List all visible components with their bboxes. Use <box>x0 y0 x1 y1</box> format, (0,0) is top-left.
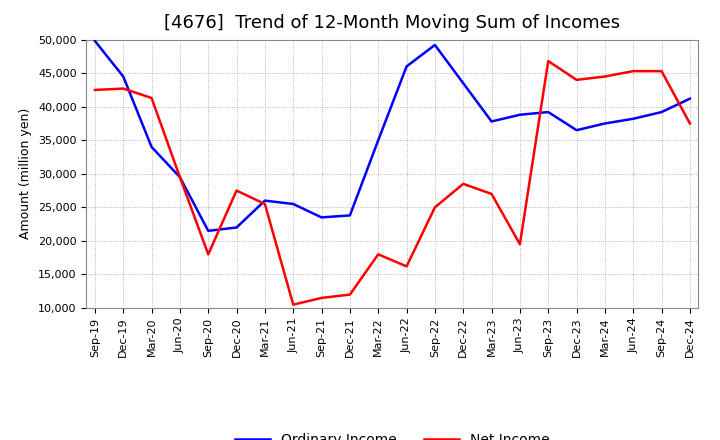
Net Income <box>487 191 496 197</box>
Ordinary Income <box>685 96 694 101</box>
Ordinary Income <box>431 42 439 48</box>
Ordinary Income <box>629 116 637 121</box>
Ordinary Income <box>459 81 467 86</box>
Net Income <box>233 188 241 193</box>
Ordinary Income <box>119 74 127 79</box>
Ordinary Income <box>176 175 184 180</box>
Ordinary Income <box>487 119 496 124</box>
Net Income <box>261 202 269 207</box>
Ordinary Income <box>148 144 156 150</box>
Ordinary Income <box>600 121 609 126</box>
Ordinary Income <box>318 215 326 220</box>
Net Income <box>91 87 99 92</box>
Ordinary Income <box>233 225 241 230</box>
Ordinary Income <box>544 110 552 115</box>
Ordinary Income <box>572 128 581 133</box>
Net Income <box>346 292 354 297</box>
Net Income <box>572 77 581 82</box>
Line: Net Income: Net Income <box>95 61 690 304</box>
Net Income <box>544 59 552 64</box>
Line: Ordinary Income: Ordinary Income <box>95 41 690 231</box>
Net Income <box>431 205 439 210</box>
Net Income <box>204 252 212 257</box>
Y-axis label: Amount (million yen): Amount (million yen) <box>19 108 32 239</box>
Ordinary Income <box>374 138 382 143</box>
Net Income <box>459 181 467 187</box>
Ordinary Income <box>204 228 212 234</box>
Ordinary Income <box>346 213 354 218</box>
Net Income <box>402 264 411 269</box>
Net Income <box>516 242 524 247</box>
Ordinary Income <box>516 112 524 117</box>
Ordinary Income <box>289 202 297 207</box>
Net Income <box>657 69 666 74</box>
Title: [4676]  Trend of 12-Month Moving Sum of Incomes: [4676] Trend of 12-Month Moving Sum of I… <box>164 15 621 33</box>
Net Income <box>318 295 326 301</box>
Net Income <box>629 69 637 74</box>
Net Income <box>176 175 184 180</box>
Net Income <box>600 74 609 79</box>
Net Income <box>119 86 127 91</box>
Net Income <box>374 252 382 257</box>
Ordinary Income <box>91 38 99 44</box>
Ordinary Income <box>402 64 411 69</box>
Legend: Ordinary Income, Net Income: Ordinary Income, Net Income <box>230 428 555 440</box>
Ordinary Income <box>657 110 666 115</box>
Net Income <box>289 302 297 307</box>
Net Income <box>148 95 156 101</box>
Ordinary Income <box>261 198 269 203</box>
Net Income <box>685 121 694 126</box>
